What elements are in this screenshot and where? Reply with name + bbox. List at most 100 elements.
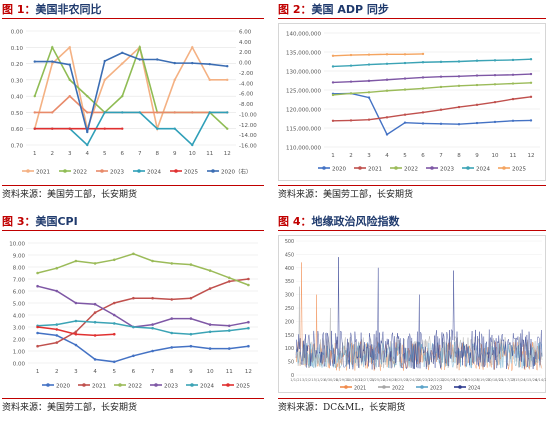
legend-marker bbox=[322, 166, 326, 170]
y-tick-label: 5.00 bbox=[13, 302, 26, 308]
series-line-2023 bbox=[295, 341, 543, 369]
panel-title: 图 3：美国CPI bbox=[2, 215, 78, 228]
y2-tick-label: 2.00 bbox=[239, 50, 252, 56]
legend-label: 2024 bbox=[476, 167, 490, 173]
x-tick-label: 6/20/23 bbox=[465, 378, 479, 382]
data-point bbox=[151, 259, 154, 263]
y2-tick-label: -10.00 bbox=[239, 112, 257, 118]
data-point bbox=[367, 63, 371, 66]
legend-marker bbox=[118, 383, 122, 387]
x-tick-label: 1/1/21 bbox=[290, 378, 302, 382]
data-point bbox=[493, 73, 497, 77]
data-point bbox=[439, 108, 443, 111]
legend-label: 2021 bbox=[92, 384, 106, 390]
data-point bbox=[103, 111, 106, 114]
legend-marker bbox=[358, 166, 362, 170]
data-point bbox=[227, 324, 231, 328]
data-point bbox=[138, 111, 141, 114]
data-point bbox=[191, 61, 194, 65]
x-tick-label: 8 bbox=[156, 151, 160, 157]
data-point bbox=[227, 276, 231, 280]
y-tick-label: 2.00 bbox=[13, 338, 26, 344]
y-tick-label: 100 bbox=[285, 346, 294, 352]
panel-fig1: 图 1：美国非农同比 0.00 0.10 0.20 0.30 0.40 0.50 0.60 0… bbox=[2, 2, 266, 202]
data-point bbox=[247, 277, 250, 281]
data-point bbox=[529, 95, 533, 99]
data-point bbox=[439, 85, 443, 89]
data-point bbox=[74, 259, 78, 263]
data-point bbox=[493, 100, 497, 104]
data-point bbox=[247, 320, 250, 324]
source-note: 资料来源：美国劳工部，长安期货 bbox=[2, 403, 138, 413]
data-point bbox=[331, 81, 335, 84]
data-point bbox=[156, 127, 159, 130]
data-point bbox=[173, 111, 176, 114]
x-tick-label: 4/21/23 bbox=[453, 378, 467, 382]
x-tick-label: 9 bbox=[475, 153, 479, 159]
x-tick-label: 4/26/22 bbox=[383, 378, 397, 382]
data-point bbox=[367, 53, 371, 56]
x-tick-label: 7 bbox=[439, 153, 443, 159]
source-note: 资料来源：美国劳工部，长安期货 bbox=[2, 190, 138, 200]
legend-marker bbox=[46, 383, 50, 387]
data-point bbox=[226, 65, 229, 68]
data-point bbox=[457, 60, 461, 63]
data-point bbox=[208, 347, 212, 350]
data-point bbox=[36, 325, 39, 329]
data-point bbox=[74, 319, 78, 323]
x-tick-label: 12 bbox=[245, 369, 252, 375]
panel-title: 图 2：美国 ADP 同步 bbox=[278, 3, 389, 16]
legend-label: 2023 bbox=[110, 170, 124, 176]
data-point bbox=[226, 127, 229, 130]
data-point bbox=[173, 78, 176, 82]
x-tick-label: 7 bbox=[138, 151, 142, 157]
data-point bbox=[86, 94, 89, 98]
y-tick-label: 400 bbox=[285, 266, 294, 272]
x-tick-label: 8/19/23 bbox=[476, 378, 490, 382]
y-tick-label: 125,000,000 bbox=[286, 89, 321, 95]
x-tick-label: 2/20/23 bbox=[441, 378, 455, 382]
x-tick-label: 2/15/24 bbox=[512, 378, 527, 382]
data-point bbox=[457, 105, 461, 109]
data-point bbox=[112, 322, 116, 325]
data-point bbox=[68, 46, 71, 49]
data-point bbox=[170, 262, 174, 265]
x-tick-label: 3/2/21 bbox=[302, 378, 314, 382]
y-tick-label: 0.60 bbox=[11, 127, 24, 133]
data-point bbox=[55, 334, 59, 337]
y2-tick-label: -2.00 bbox=[239, 71, 254, 77]
legend-label: 2020（右） bbox=[221, 168, 252, 176]
y-tick-label: 200 bbox=[285, 319, 294, 325]
x-tick-label: 11 bbox=[206, 151, 213, 157]
y2-tick-label: -4.00 bbox=[239, 81, 254, 87]
x-tick-label: 2/25/22 bbox=[371, 378, 385, 382]
data-point bbox=[132, 296, 135, 300]
data-point bbox=[493, 120, 497, 124]
data-point bbox=[457, 75, 461, 78]
data-point bbox=[151, 326, 154, 330]
data-point bbox=[132, 252, 135, 256]
legend-marker bbox=[430, 166, 434, 170]
data-point bbox=[511, 119, 515, 122]
y-tick-label: 120,000,000 bbox=[286, 108, 321, 114]
legend-marker bbox=[137, 169, 141, 173]
data-point bbox=[208, 330, 212, 334]
data-point bbox=[151, 296, 154, 300]
data-point bbox=[173, 61, 176, 65]
data-point bbox=[511, 58, 515, 62]
y-tick-label: 110,000,000 bbox=[286, 146, 321, 152]
data-point bbox=[421, 87, 425, 90]
data-point bbox=[93, 334, 97, 337]
legend-marker bbox=[63, 169, 67, 173]
y2-tick-label: 6.00 bbox=[239, 30, 252, 36]
x-tick-label: 4/15/24 bbox=[523, 378, 538, 382]
y-tick-label: 300 bbox=[285, 293, 294, 299]
data-point bbox=[112, 258, 116, 262]
data-point bbox=[331, 65, 335, 68]
y-tick-label: 500 bbox=[285, 239, 294, 245]
data-point bbox=[68, 127, 71, 130]
data-point bbox=[493, 59, 497, 62]
y-tick-label: 3.00 bbox=[13, 326, 26, 332]
data-point bbox=[457, 84, 461, 88]
data-point bbox=[93, 302, 97, 306]
